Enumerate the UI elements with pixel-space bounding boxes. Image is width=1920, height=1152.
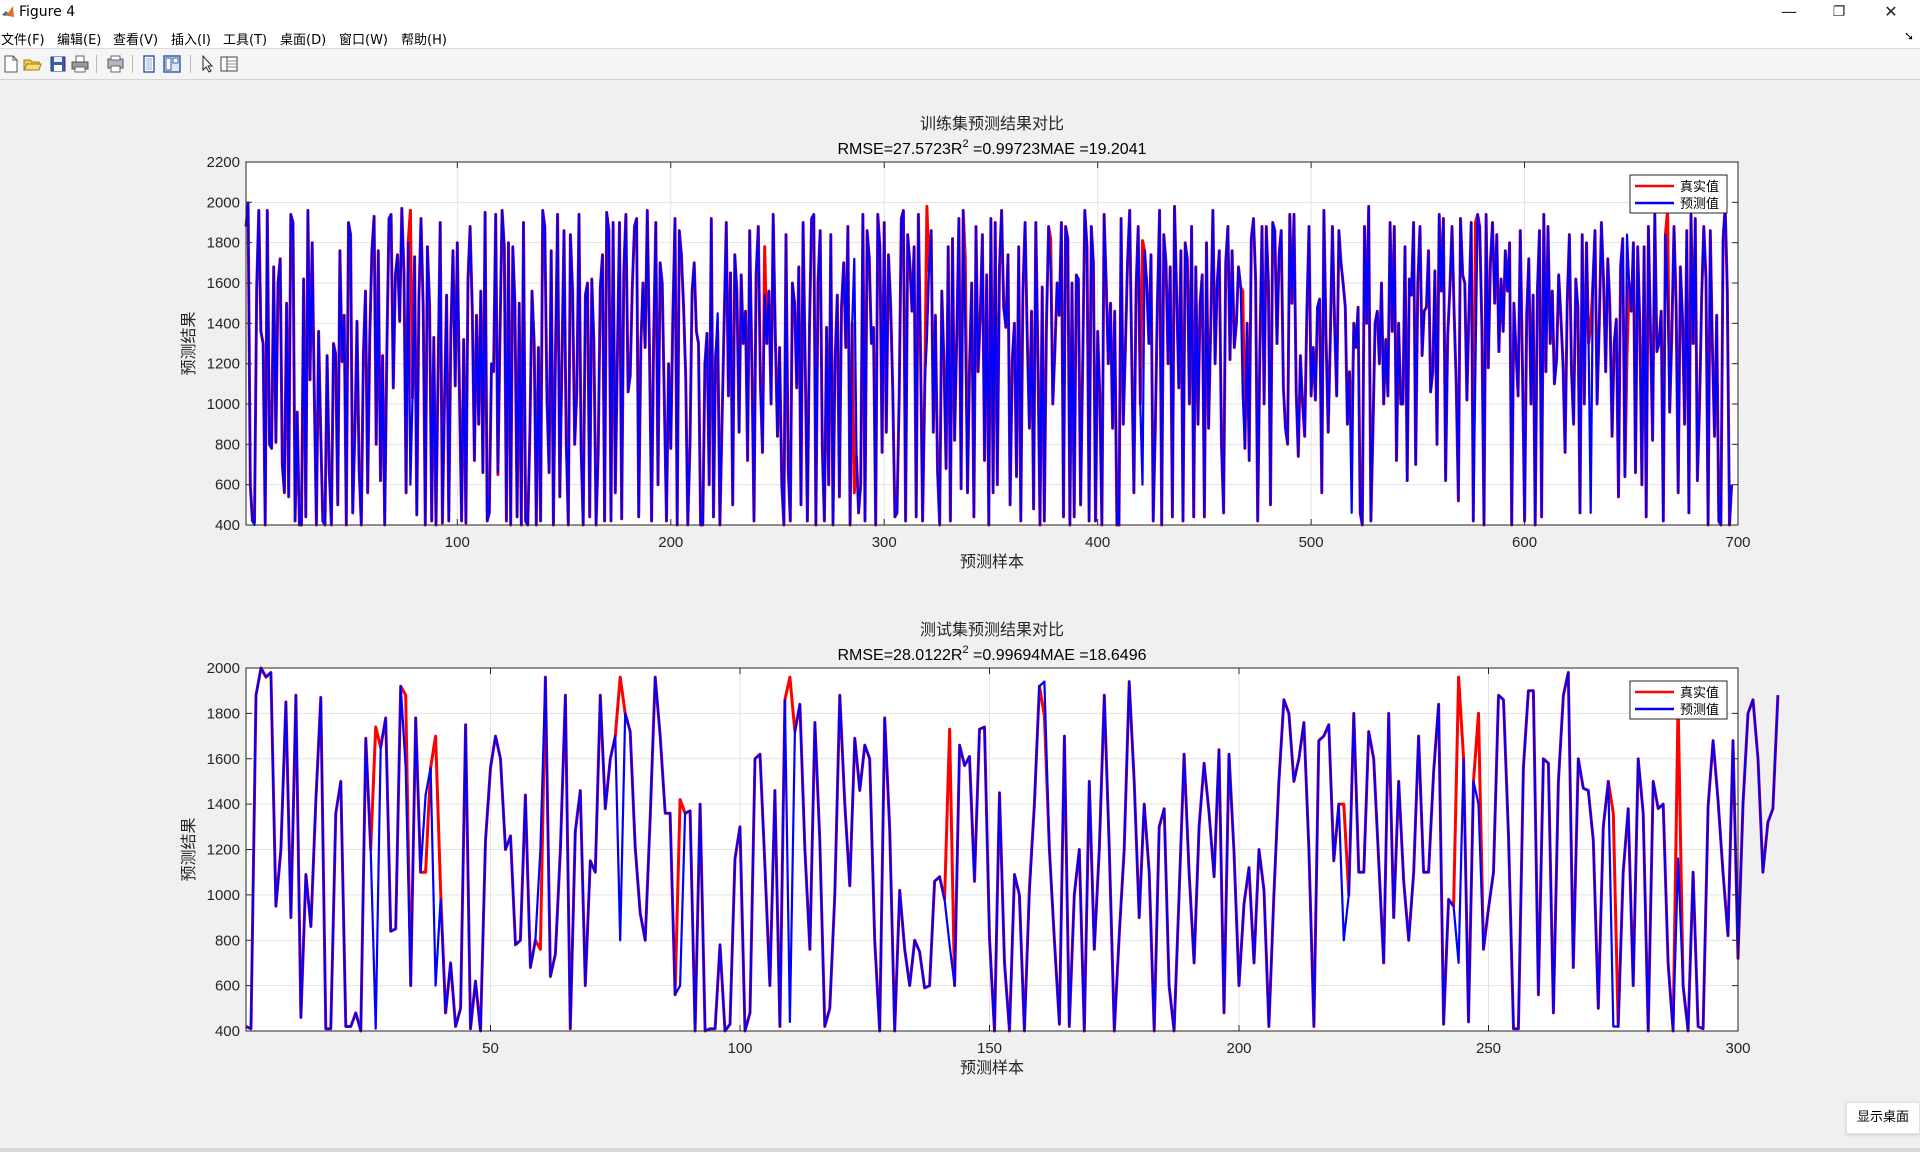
axes-2: 50 100 150 200 250 300 400 600 800 1000 1200 1400 16… (179, 620, 1780, 1077)
figure-canvas: 100 200 300 400 500 600 700 400 600 800 1000 1200 14… (0, 80, 1920, 1146)
show-plot-tools-icon[interactable] (161, 53, 183, 75)
x-tick-label: 200 (1226, 1040, 1251, 1057)
y-tick-label: 1000 (207, 396, 240, 413)
legend-label: 预测值 (1680, 196, 1719, 212)
menu-insert[interactable]: 插入(I) (171, 33, 211, 48)
dock-figure-icon[interactable]: ➘ (1903, 29, 1914, 43)
y-tick-label: 800 (215, 932, 240, 949)
legend-label: 真实值 (1680, 179, 1719, 195)
y-tick-label: 400 (215, 1023, 240, 1040)
x-tick-label: 150 (977, 1040, 1002, 1057)
toolbar-separator (132, 55, 133, 73)
y-tick-label: 600 (215, 978, 240, 995)
property-inspector-icon[interactable] (218, 53, 240, 75)
subtitle-rmse: RMSE=27.5723 (837, 141, 951, 158)
subtitle-r-superscript: 2 (962, 138, 968, 150)
subtitle-metrics: =0.99694MAE =18.6496 (969, 647, 1147, 664)
save-icon[interactable] (47, 53, 69, 75)
y-tick-label: 1200 (207, 842, 240, 859)
restore-button[interactable]: ❐ (1832, 4, 1846, 20)
close-button[interactable]: ✕ (1884, 2, 1898, 21)
menu-bar: 文件(F) 编辑(E) 查看(V) 插入(I) 工具(T) 桌面(D) 窗口(W… (0, 26, 1920, 49)
axes-1: 100 200 300 400 500 600 700 400 600 800 1000 1200 14… (179, 114, 1751, 571)
menu-desktop[interactable]: 桌面(D) (280, 33, 327, 48)
y-tick-label: 1600 (207, 275, 240, 292)
show-desktop-button[interactable]: 显示桌面 (1846, 1102, 1920, 1134)
menu-help[interactable]: 帮助(H) (401, 33, 447, 48)
y-axis-label: 预测结果 (179, 311, 198, 375)
legend-label: 预测值 (1680, 702, 1719, 718)
y-tick-label: 600 (215, 477, 240, 494)
y-tick-label: 1400 (207, 315, 240, 332)
y-tick-label: 1800 (207, 235, 240, 252)
toolbar-separator (190, 55, 191, 73)
x-tick-label: 400 (1085, 534, 1110, 551)
y-tick-label: 1200 (207, 356, 240, 373)
subtitle-rmse: RMSE=28.0122 (837, 647, 951, 664)
series-line-pred (245, 666, 1779, 1033)
menu-file[interactable]: 文件(F) (1, 33, 45, 48)
x-tick-label: 300 (1725, 1040, 1750, 1057)
y-axis-label: 预测结果 (179, 817, 198, 881)
y-tick-label: 800 (215, 436, 240, 453)
y-tick-label: 1600 (207, 751, 240, 768)
subtitle-r-label: R (951, 647, 963, 664)
print-preview-icon[interactable] (104, 53, 126, 75)
hide-plot-tools-icon[interactable] (138, 53, 160, 75)
minimize-button[interactable]: — (1781, 2, 1797, 21)
legend-box (1629, 680, 1728, 720)
y-tick-label: 400 (215, 517, 240, 534)
chart-title: 训练集预测结果对比 (920, 114, 1064, 133)
y-tick-label: 1800 (207, 705, 240, 722)
figure-svg: 100 200 300 400 500 600 700 400 600 800 1000 1200 14… (179, 114, 1780, 1077)
subtitle-metrics: =0.99723MAE =19.2041 (969, 141, 1147, 158)
chart-subtitle: RMSE=28.0122R2 =0.99694MAE =18.6496 (837, 644, 1146, 664)
menu-edit[interactable]: 编辑(E) (57, 33, 102, 48)
x-axis-label: 预测样本 (960, 1058, 1024, 1077)
menu-view[interactable]: 查看(V) (113, 33, 159, 48)
y-tick-label: 1000 (207, 887, 240, 904)
window-titlebar: Figure 4 — ❐ ✕ (0, 0, 1920, 26)
x-tick-label: 50 (482, 1040, 499, 1057)
x-tick-label: 700 (1725, 534, 1750, 551)
x-tick-label: 100 (445, 534, 470, 551)
open-file-icon[interactable] (21, 53, 43, 75)
subtitle-r-superscript: 2 (962, 644, 968, 656)
new-figure-icon[interactable] (0, 53, 22, 75)
x-tick-label: 250 (1476, 1040, 1501, 1057)
y-tick-label: 2200 (207, 154, 240, 171)
x-axis-label: 预测样本 (960, 552, 1024, 571)
axes-frame (245, 161, 1739, 526)
legend-label: 真实值 (1680, 685, 1719, 701)
menu-tools[interactable]: 工具(T) (223, 33, 268, 48)
x-tick-label: 500 (1299, 534, 1324, 551)
window-bottom-edge (0, 1148, 1920, 1152)
x-tick-label: 100 (727, 1040, 752, 1057)
x-tick-label: 300 (872, 534, 897, 551)
subtitle-r-label: R (951, 141, 963, 158)
toolbar-separator (96, 55, 97, 73)
chart-title: 测试集预测结果对比 (920, 620, 1064, 639)
menu-window[interactable]: 窗口(W) (339, 33, 388, 48)
chart-subtitle: RMSE=27.5723R2 =0.99723MAE =19.2041 (837, 138, 1146, 158)
y-tick-label: 2000 (207, 660, 240, 677)
legend-box (1629, 174, 1728, 214)
matlab-logo-icon (2, 6, 14, 17)
figure-toolbar (0, 49, 1920, 80)
x-tick-label: 600 (1512, 534, 1537, 551)
window-title: Figure 4 (19, 4, 76, 20)
x-tick-label: 200 (658, 534, 683, 551)
y-tick-label: 2000 (207, 194, 240, 211)
pointer-icon[interactable] (196, 53, 218, 75)
y-tick-label: 1400 (207, 796, 240, 813)
print-icon[interactable] (69, 53, 91, 75)
